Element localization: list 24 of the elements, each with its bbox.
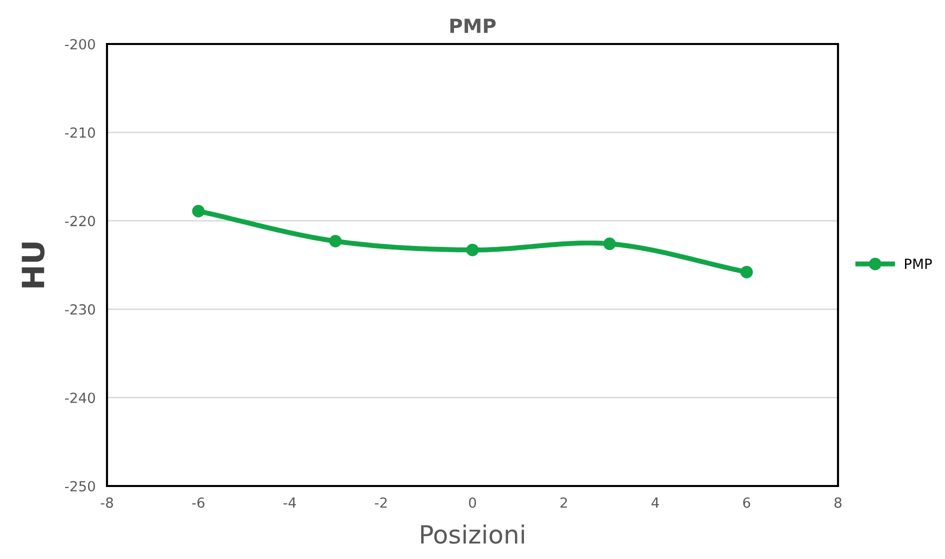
x-tick-label: 6: [743, 497, 750, 508]
y-axis-title: HU: [22, 242, 45, 288]
x-tick-label: -2: [374, 497, 387, 508]
x-axis-title: Posizioni: [421, 524, 524, 544]
y-tick-label: -210: [65, 127, 95, 138]
x-tick-label: -4: [284, 498, 296, 508]
y-tick-label: -220: [65, 216, 95, 226]
y-tick-label: -240: [65, 392, 95, 404]
y-tick-label: -250: [65, 480, 95, 492]
x-tick-label: 0: [468, 497, 476, 508]
legend-label: PMP: [905, 258, 932, 269]
point: [466, 244, 479, 256]
x-tick-label: -8: [100, 497, 113, 508]
x-tick-label: -6: [192, 497, 204, 508]
point: [603, 238, 616, 250]
point: [192, 204, 205, 218]
y-tick-label: -230: [65, 304, 95, 315]
x-tick-label: 8: [834, 497, 842, 508]
point: [740, 266, 753, 278]
point: [329, 234, 342, 248]
chart-title: PMP: [450, 18, 496, 33]
x-tick-label: 4: [652, 498, 659, 508]
y-tick-label: -200: [65, 38, 95, 50]
x-tick-label: 2: [560, 497, 567, 508]
